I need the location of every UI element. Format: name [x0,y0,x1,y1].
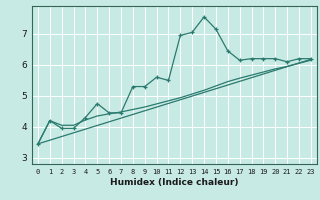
X-axis label: Humidex (Indice chaleur): Humidex (Indice chaleur) [110,178,239,187]
